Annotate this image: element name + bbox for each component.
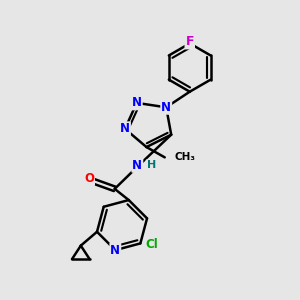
Text: Cl: Cl bbox=[145, 238, 158, 251]
Text: N: N bbox=[132, 159, 142, 172]
Text: F: F bbox=[185, 35, 194, 48]
Text: N: N bbox=[110, 244, 120, 256]
Text: CH₃: CH₃ bbox=[174, 152, 195, 162]
Text: N: N bbox=[161, 101, 171, 114]
Text: O: O bbox=[84, 172, 94, 185]
Text: N: N bbox=[132, 96, 142, 110]
Text: N: N bbox=[120, 122, 130, 135]
Text: H: H bbox=[147, 160, 156, 170]
